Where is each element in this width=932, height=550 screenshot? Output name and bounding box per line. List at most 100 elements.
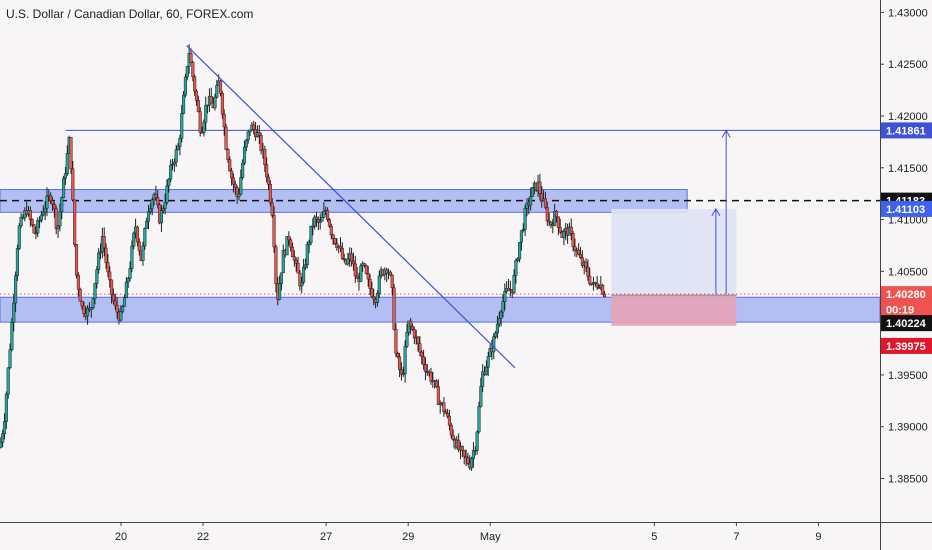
position-target-area: [611, 208, 737, 296]
candle-body: [28, 210, 32, 220]
candle-body: [525, 202, 529, 209]
candle-body: [220, 93, 224, 115]
candles-layer: [0, 44, 607, 472]
candle-body: [342, 258, 346, 260]
candle-body: [137, 241, 141, 252]
x-tick-label: 7: [733, 531, 739, 543]
candle-body: [41, 211, 45, 216]
candle-body: [499, 311, 503, 319]
candle-body: [462, 450, 466, 457]
candle-body: [91, 298, 95, 308]
candle-body: [578, 254, 583, 258]
y-tick-label: 1.42500: [888, 59, 928, 71]
candle-body: [193, 76, 197, 92]
candle-body: [104, 247, 108, 263]
candle-body: [394, 329, 398, 354]
y-tick-label: 1.42000: [888, 111, 928, 123]
candle-body: [268, 184, 272, 204]
candle-body: [519, 230, 523, 243]
candle-body: [65, 153, 69, 174]
candle-body: [466, 457, 470, 464]
candle-body: [327, 219, 331, 227]
candle-body: [305, 244, 309, 265]
candle-body: [36, 220, 40, 234]
candle-body: [145, 221, 149, 229]
x-tick-label: 20: [115, 531, 127, 543]
trendline: [186, 45, 516, 369]
candle-body: [569, 226, 573, 234]
candle-body: [189, 53, 193, 63]
candle-body: [530, 187, 535, 197]
target-arrow-head: [711, 207, 721, 217]
price-badge-bg: [881, 122, 932, 139]
candle-body: [416, 336, 420, 344]
candle-body: [60, 197, 64, 213]
candle-body: [8, 349, 12, 369]
trendline-layer[interactable]: [186, 45, 516, 369]
candle-body: [154, 194, 158, 198]
candle-body: [331, 234, 335, 239]
candle-body: [290, 246, 295, 257]
candle-body: [12, 302, 16, 323]
price-badge-bg: [881, 286, 932, 303]
candle-body: [495, 323, 499, 334]
candle-body: [523, 208, 527, 230]
candle-body: [307, 242, 311, 245]
candle-body: [222, 114, 226, 128]
candle-body: [518, 241, 522, 260]
candle-body: [259, 135, 263, 152]
candle-body: [98, 251, 103, 254]
candle-body: [595, 283, 599, 288]
candle-body: [121, 306, 125, 312]
candle-body: [521, 229, 525, 231]
candle-body: [43, 207, 47, 213]
candle-body: [15, 248, 19, 276]
x-tick-label: 27: [320, 531, 332, 543]
price-badge-bg: [881, 315, 932, 332]
candle-body: [257, 132, 261, 136]
candle-body: [241, 162, 245, 178]
candle-body: [108, 271, 112, 281]
candle-body: [49, 195, 53, 202]
candle-body: [52, 204, 56, 210]
candle-body: [172, 161, 176, 165]
candle-body: [198, 111, 202, 133]
candle-body: [111, 294, 115, 302]
upper-zone: [0, 189, 688, 213]
candle-body: [398, 356, 402, 370]
x-tick-label: 29: [402, 531, 414, 543]
candle-body: [183, 76, 187, 96]
candle-body: [353, 263, 357, 277]
candle-body: [231, 177, 235, 185]
candle-body: [292, 256, 296, 261]
candle-body: [442, 402, 446, 412]
candle-body: [451, 434, 455, 440]
candle-body: [239, 177, 243, 195]
time-axis-panel: [0, 522, 932, 550]
candle-body: [318, 220, 322, 223]
candle-body: [481, 371, 485, 387]
candle-body: [180, 113, 184, 139]
position-tool[interactable]: [611, 208, 737, 326]
candle-body: [554, 211, 559, 218]
candle-body: [392, 287, 396, 330]
candle-body: [362, 263, 367, 267]
candle-body: [230, 170, 234, 179]
candle-body: [148, 208, 152, 213]
candle-body: [516, 258, 520, 261]
y-axis-ticks: 1.43000 1.42500 1.42000 1.41500 1.41000 1.405…: [880, 7, 928, 486]
candle-body: [150, 199, 154, 209]
candle-body: [562, 231, 566, 238]
candle-body: [82, 305, 86, 314]
candle-body: [412, 329, 416, 339]
candle-body: [163, 201, 167, 209]
candle-body: [63, 173, 67, 179]
candle-body: [422, 356, 426, 365]
candle-body: [56, 225, 60, 230]
candle-body: [364, 265, 368, 274]
candle-body: [529, 196, 533, 206]
candle-body: [503, 291, 507, 302]
candle-body: [263, 149, 267, 165]
candle-body: [76, 274, 80, 290]
